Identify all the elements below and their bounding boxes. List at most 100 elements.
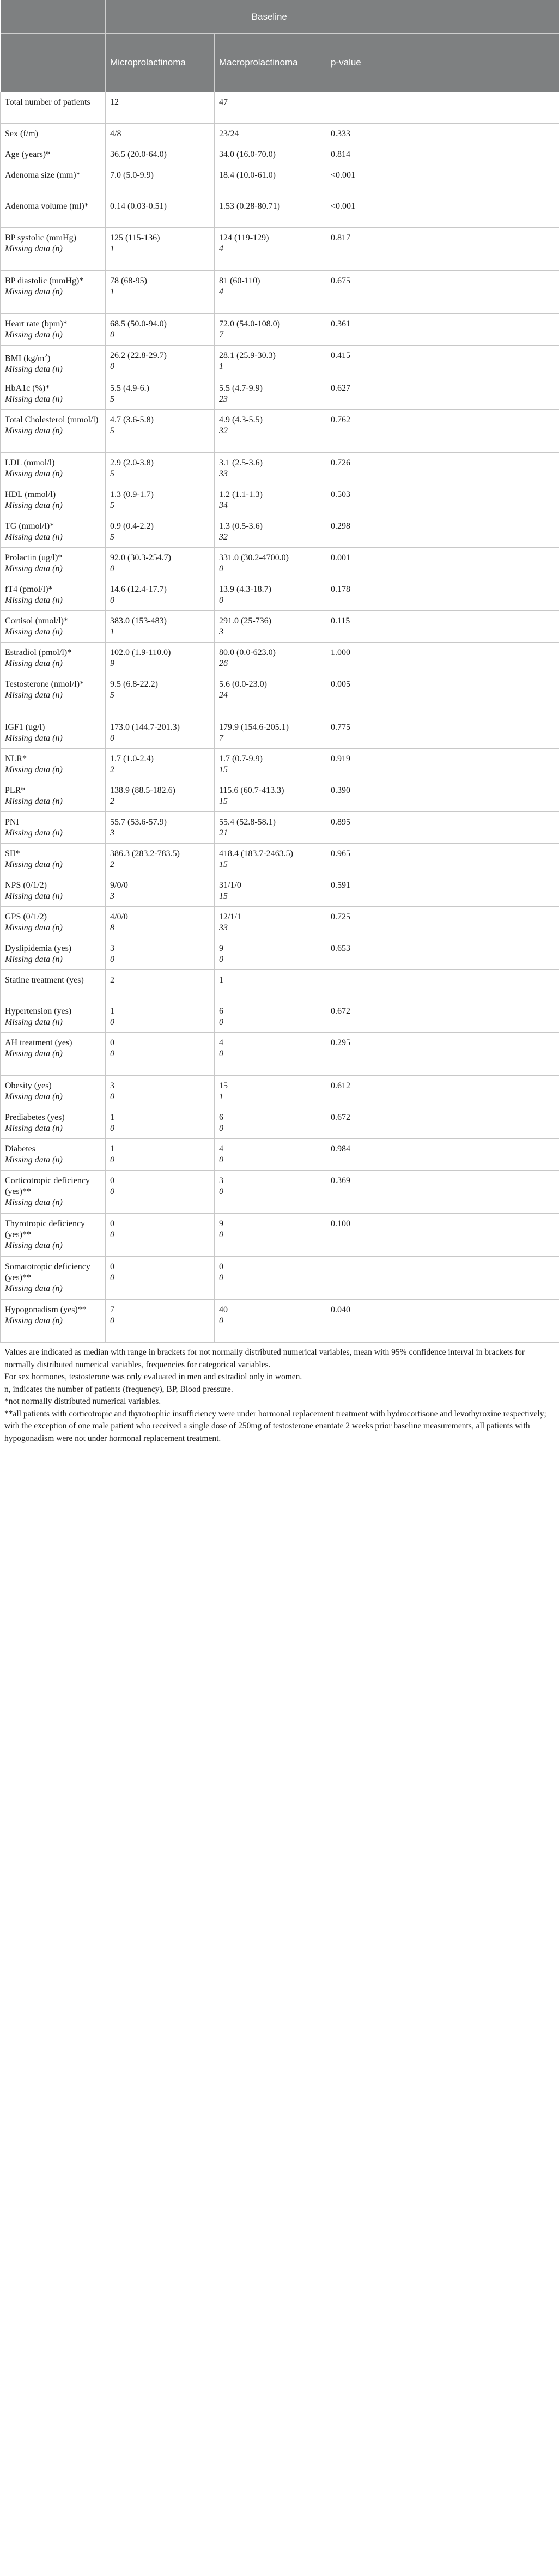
row-label-cell-missing: Missing data (n) xyxy=(5,244,63,253)
macro-cell-missing: 0 xyxy=(219,1049,223,1059)
micro-cell-missing: 5 xyxy=(110,690,114,700)
micro-cell-missing: 5 xyxy=(110,532,114,542)
micro-cell-missing: 0 xyxy=(110,1049,114,1059)
micro-cell: 125 (115-136) 1 xyxy=(105,227,215,271)
pvalue-cell-value: 1.000 xyxy=(331,648,350,658)
row-label-cell: Hypogonadism (yes)** Missing data (n) xyxy=(0,1299,106,1343)
micro-cell-missing: 1 xyxy=(110,627,114,637)
macro-cell-missing: 0 xyxy=(219,596,223,605)
macro-cell-value: 179.9 (154.6-205.1) xyxy=(219,723,289,732)
row-label-cell-value: TG (mmol/l)* xyxy=(5,522,54,531)
pvalue-cell-value: 0.005 xyxy=(331,680,350,689)
macro-cell-missing: 0 xyxy=(219,1124,223,1134)
macro-cell-missing: 0 xyxy=(219,1316,223,1326)
row-label-cell: AH treatment (yes) Missing data (n) xyxy=(0,1032,106,1076)
row-label-cell-missing: Missing data (n) xyxy=(5,923,63,933)
pvalue-cell: 0.817 xyxy=(325,227,434,271)
macro-cell-value: 331.0 (30.2-4700.0) xyxy=(219,553,289,563)
macro-cell-value: 5.6 (0.0-23.0) xyxy=(219,680,267,689)
micro-cell-missing: 0 xyxy=(110,1273,114,1283)
pvalue-cell: 0.005 xyxy=(325,674,434,718)
row-label-cell: Prolactin (ug/l)* Missing data (n) xyxy=(0,547,106,580)
macro-cell-value: 40 xyxy=(219,1305,228,1315)
row-label-cell-value: Sex (f/m) xyxy=(5,129,38,138)
micro-cell-value: 383.0 (153-483) xyxy=(110,616,167,626)
row-label-cell: Adenoma size (mm)* xyxy=(0,165,106,196)
micro-cell-missing: 1 xyxy=(110,244,114,253)
micro-cell-value: 0 xyxy=(110,1176,114,1186)
macro-cell-value: 3.1 (2.5-3.6) xyxy=(219,458,263,468)
row-label-cell: Estradiol (pmol/l)* Missing data (n) xyxy=(0,642,106,675)
macro-cell-missing: 34 xyxy=(219,501,228,511)
macro-cell-missing: 4 xyxy=(219,287,223,296)
micro-cell-missing: 0 xyxy=(110,955,114,965)
macro-cell-missing: 1 xyxy=(219,362,223,371)
table-row: GPS (0/1/2) Missing data (n) 4/0/0 8 12/1/1 3… xyxy=(0,906,559,939)
micro-cell-missing: 3 xyxy=(110,892,114,901)
micro-cell-value: 1 xyxy=(110,1007,114,1016)
pvalue-cell-value: 0.415 xyxy=(331,351,350,360)
pvalue-cell-value: 0.295 xyxy=(331,1038,350,1048)
empty-cell xyxy=(433,144,559,165)
table-row: Statine treatment (yes) 2 1 xyxy=(0,969,559,1002)
micro-cell: 4.7 (3.6-5.8) 5 xyxy=(105,409,215,453)
macro-cell-value: 1 xyxy=(219,975,223,985)
row-label-cell-missing: Missing data (n) xyxy=(5,532,63,542)
pvalue-cell xyxy=(325,1256,434,1300)
table-row: Cortisol (nmol/l)* Missing data (n) 383.0 … xyxy=(0,610,559,643)
row-label-cell-value: SII* xyxy=(5,849,20,859)
macro-cell-value: 1.53 (0.28-80.71) xyxy=(219,202,280,211)
micro-cell-value: 1.3 (0.9-1.7) xyxy=(110,490,154,500)
footnote: Values are indicated as median with rang… xyxy=(4,1348,525,1369)
macro-cell: 1 xyxy=(214,969,326,1002)
row-label-cell-value: NLR* xyxy=(5,754,27,764)
pvalue-cell-value: 0.919 xyxy=(331,754,350,764)
macro-cell: 12/1/1 33 xyxy=(214,906,326,939)
table-row: PLR* Missing data (n) 138.9 (88.5-182.6) 2 1… xyxy=(0,780,559,813)
micro-cell-value: 125 (115-136) xyxy=(110,233,160,243)
micro-cell: 9/0/0 3 xyxy=(105,875,215,907)
table-footnotes: Values are indicated as median with rang… xyxy=(0,1343,559,1449)
row-label-cell: HDL (mmol/l) Missing data (n) xyxy=(0,484,106,517)
micro-cell-value: 0.9 (0.4-2.2) xyxy=(110,522,154,531)
pvalue-cell: 0.653 xyxy=(325,938,434,971)
baseline-group-header: Baseline xyxy=(105,0,433,34)
row-label-cell: BP systolic (mmHg) Missing data (n) xyxy=(0,227,106,271)
row-label-cell-value: BP diastolic (mmHg)* xyxy=(5,276,84,286)
micro-cell-missing: 0 xyxy=(110,1092,114,1102)
micro-cell-value: 2 xyxy=(110,975,114,985)
empty-cell xyxy=(433,843,559,876)
header-row-columns: Microprolactinoma Macroprolactinoma p-va… xyxy=(0,33,559,92)
macro-cell: 5.6 (0.0-23.0) 24 xyxy=(214,674,326,718)
macro-cell: 3.1 (2.5-3.6) 33 xyxy=(214,452,326,485)
pvalue-cell: 0.672 xyxy=(325,1107,434,1139)
macro-cell-value: 15 xyxy=(219,1081,228,1091)
table-row: AH treatment (yes) Missing data (n) 0 0 4 0 0.… xyxy=(0,1032,559,1076)
pvalue-cell: 0.965 xyxy=(325,843,434,876)
micro-cell-value: 92.0 (30.3-254.7) xyxy=(110,553,171,563)
empty-cell xyxy=(433,875,559,907)
macro-cell-missing: 0 xyxy=(219,1273,223,1283)
micro-cell: 12 xyxy=(105,92,215,124)
pvalue-cell: 0.001 xyxy=(325,547,434,580)
row-label-cell-value: NPS (0/1/2) xyxy=(5,881,47,890)
footnote: For sex hormones, testosterone was only … xyxy=(4,1372,302,1382)
pvalue-cell-value: 0.725 xyxy=(331,912,350,922)
row-label-cell-value: PLR* xyxy=(5,786,26,796)
pvalue-cell: <0.001 xyxy=(325,196,434,228)
macro-cell-missing: 15 xyxy=(219,797,228,807)
micro-cell-missing: 0 xyxy=(110,596,114,605)
pvalue-cell: 0.115 xyxy=(325,610,434,643)
row-label-cell: NPS (0/1/2) Missing data (n) xyxy=(0,875,106,907)
row-label-cell-value: Hypogonadism (yes)** xyxy=(5,1305,87,1315)
pvalue-cell: 0.725 xyxy=(325,906,434,939)
macro-cell-value: 34.0 (16.0-70.0) xyxy=(219,150,276,159)
pvalue-cell: 0.591 xyxy=(325,875,434,907)
micro-cell-value: 36.5 (20.0-64.0) xyxy=(110,150,167,159)
micro-cell-value: 1.7 (1.0-2.4) xyxy=(110,754,154,764)
micro-cell: 36.5 (20.0-64.0) xyxy=(105,144,215,165)
macro-cell-missing: 15 xyxy=(219,892,228,901)
